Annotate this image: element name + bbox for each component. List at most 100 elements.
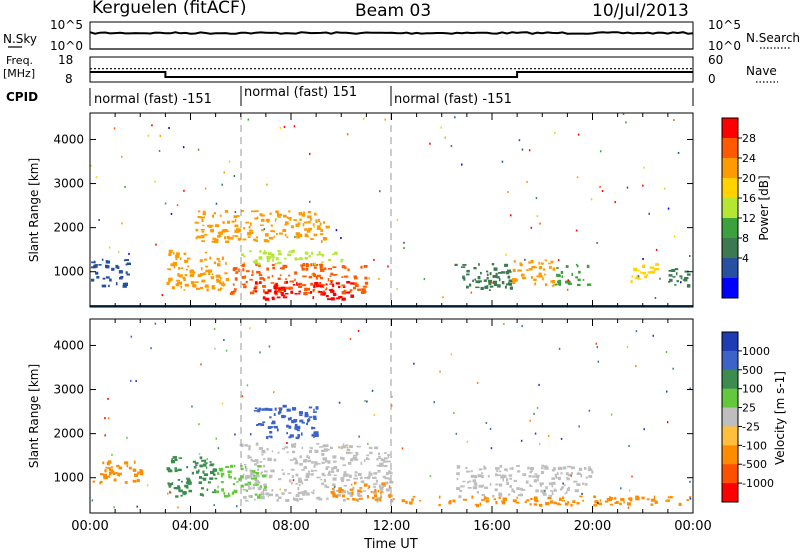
data-cell <box>372 476 377 479</box>
data-cell <box>489 482 492 486</box>
data-cell <box>199 464 203 468</box>
data-cell <box>210 463 215 466</box>
scatter-cell <box>167 492 169 495</box>
data-cell <box>254 281 258 285</box>
data-cell <box>381 482 386 486</box>
data-cell <box>376 499 379 503</box>
data-cell <box>534 266 538 269</box>
data-cell <box>550 260 554 264</box>
data-cell <box>467 481 469 484</box>
data-cell <box>240 444 243 447</box>
data-cell <box>495 272 498 276</box>
data-cell <box>382 475 386 479</box>
data-cell <box>244 466 247 469</box>
data-cell <box>168 253 172 256</box>
scatter-cell <box>507 282 510 285</box>
data-cell <box>513 490 516 494</box>
data-cell <box>500 271 506 274</box>
scatter-cell <box>489 427 492 430</box>
data-cell <box>538 266 543 270</box>
scatter-cell <box>654 297 657 299</box>
data-cell <box>171 458 173 461</box>
data-cell <box>187 257 191 260</box>
data-cell <box>353 286 356 290</box>
data-cell <box>486 273 489 277</box>
data-cell <box>531 265 536 269</box>
noise-left-tick-bottom: 10^0 <box>50 39 83 53</box>
scatter-cell <box>204 187 207 190</box>
data-cell <box>298 479 303 484</box>
cpid-strip: CPID normal (fast) -151 normal (fast) 15… <box>6 85 694 107</box>
data-cell <box>254 210 259 213</box>
data-cell <box>212 237 217 240</box>
scatter-cell <box>246 384 249 387</box>
data-cell <box>296 235 298 239</box>
scatter-cell <box>286 442 288 444</box>
data-cell <box>199 273 204 276</box>
data-cell <box>307 470 310 473</box>
data-cell <box>565 280 569 284</box>
data-cell <box>371 496 375 499</box>
data-cell <box>359 487 363 489</box>
data-cell <box>360 265 363 269</box>
data-cell <box>355 283 359 288</box>
data-cell <box>562 496 565 500</box>
data-cell <box>680 277 683 280</box>
data-cell <box>296 235 300 239</box>
data-cell <box>513 479 518 482</box>
data-cell <box>668 274 673 277</box>
data-cell <box>496 276 500 279</box>
data-cell <box>579 495 583 498</box>
data-cell <box>202 463 207 467</box>
data-cell <box>338 285 341 289</box>
noise-sky-line <box>89 31 694 35</box>
data-cell <box>284 488 287 492</box>
scatter-cell <box>528 149 531 152</box>
data-cell <box>184 283 189 287</box>
data-cell <box>313 417 317 420</box>
data-cell <box>307 227 312 231</box>
scatter-cell <box>263 249 266 252</box>
data-cell <box>350 282 355 285</box>
data-cell <box>349 289 353 292</box>
scatter-cell <box>599 185 601 188</box>
scatter-cell <box>147 134 150 137</box>
data-cell <box>530 469 533 473</box>
data-cell <box>331 282 334 285</box>
data-cell <box>327 278 330 282</box>
colorbar-tick-label: 25 <box>742 402 756 415</box>
data-cell <box>105 466 108 469</box>
data-cell <box>462 275 465 280</box>
data-cell <box>343 485 347 487</box>
data-cell <box>244 499 249 502</box>
data-cell <box>350 483 353 486</box>
data-cell <box>266 267 269 271</box>
data-cell <box>306 472 310 476</box>
y-tick-label: 4000 <box>53 338 84 352</box>
data-cell <box>290 416 292 421</box>
data-cell <box>343 289 347 292</box>
data-cell <box>501 474 505 477</box>
data-cell <box>505 270 510 275</box>
data-cell <box>567 473 572 477</box>
freq-left-tick-top: 18 <box>58 53 73 67</box>
data-cell <box>92 480 96 483</box>
scatter-cell <box>444 136 446 139</box>
data-cell <box>269 493 273 497</box>
data-cell <box>178 489 183 493</box>
noise-left-tick-top: 10^5 <box>50 18 83 32</box>
scatter-cell <box>590 198 593 201</box>
data-cell <box>293 457 297 461</box>
scatter-cell <box>518 139 521 142</box>
data-cell <box>294 442 297 446</box>
data-cell <box>281 468 284 471</box>
data-cell <box>288 250 292 253</box>
data-cell <box>496 474 502 477</box>
velocity-xticks <box>89 319 694 513</box>
data-cell <box>498 278 501 282</box>
data-cell <box>312 296 315 300</box>
data-cell <box>354 477 358 480</box>
data-cell <box>254 498 256 501</box>
data-cell <box>174 458 178 461</box>
scatter-cell <box>491 281 493 284</box>
